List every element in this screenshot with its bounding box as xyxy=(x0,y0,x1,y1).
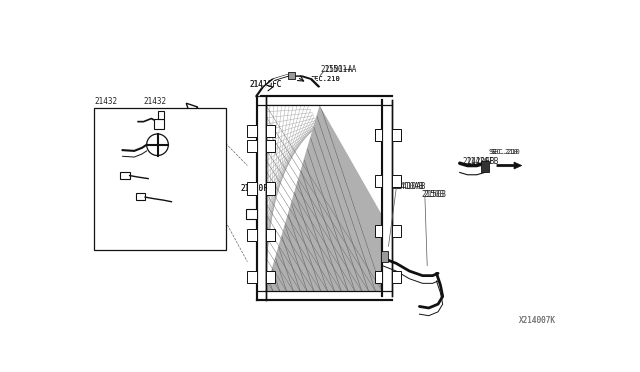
Polygon shape xyxy=(320,106,382,214)
Text: 21503: 21503 xyxy=(421,189,444,199)
Text: X214007K: X214007K xyxy=(519,316,556,325)
Bar xyxy=(266,125,275,137)
Text: 21420FB: 21420FB xyxy=(463,157,495,166)
Text: 21410AA: 21410AA xyxy=(109,211,140,217)
Text: SEC.210: SEC.210 xyxy=(311,76,340,81)
Circle shape xyxy=(147,134,168,155)
Bar xyxy=(374,225,382,237)
Bar xyxy=(374,175,382,187)
Bar xyxy=(481,161,489,172)
FancyArrow shape xyxy=(497,162,522,169)
Text: SEC.210: SEC.210 xyxy=(311,76,340,81)
Bar xyxy=(136,193,145,200)
Text: 21420G: 21420G xyxy=(100,119,125,125)
Bar xyxy=(248,183,257,195)
Bar xyxy=(154,119,164,129)
Text: 21410FB: 21410FB xyxy=(100,197,130,203)
Text: FRONT: FRONT xyxy=(198,125,221,134)
Bar xyxy=(266,140,275,153)
Text: 21420G: 21420G xyxy=(99,119,124,125)
Bar xyxy=(266,183,275,195)
Text: 21410FB: 21410FB xyxy=(99,197,129,203)
Bar xyxy=(248,271,257,283)
Bar xyxy=(248,140,257,153)
Text: 21501+A: 21501+A xyxy=(320,65,353,74)
Bar xyxy=(120,172,130,179)
Text: 21501: 21501 xyxy=(102,145,123,151)
Text: 21432: 21432 xyxy=(143,97,167,106)
Polygon shape xyxy=(308,106,382,245)
FancyArrow shape xyxy=(186,103,209,126)
Bar xyxy=(266,229,275,241)
Text: 21410AB: 21410AB xyxy=(394,182,426,191)
Text: 21420FA: 21420FA xyxy=(241,184,273,193)
Bar xyxy=(392,225,401,237)
Bar xyxy=(374,129,382,141)
Text: 21410FC: 21410FC xyxy=(249,80,282,89)
Text: SEC.210: SEC.210 xyxy=(491,150,520,155)
Bar xyxy=(288,73,296,78)
Bar xyxy=(392,175,401,187)
Text: 21410AA: 21410AA xyxy=(111,211,141,217)
Text: 21410AB: 21410AB xyxy=(392,182,424,191)
Bar xyxy=(94,108,226,250)
Bar xyxy=(246,209,257,219)
Text: 21501+A: 21501+A xyxy=(325,65,357,74)
Text: 21420FB: 21420FB xyxy=(466,157,499,166)
Bar xyxy=(374,129,382,141)
Bar xyxy=(392,271,401,283)
Bar xyxy=(392,129,401,141)
Bar xyxy=(392,129,401,141)
Bar xyxy=(248,125,257,137)
Bar xyxy=(374,271,382,283)
Text: 21432: 21432 xyxy=(94,97,117,106)
Text: 21503: 21503 xyxy=(423,189,447,199)
Text: 21420FA: 21420FA xyxy=(241,184,273,193)
Bar xyxy=(157,111,164,119)
Text: 21410FC: 21410FC xyxy=(249,80,282,89)
Text: X214007K: X214007K xyxy=(519,316,556,325)
Text: 21501: 21501 xyxy=(105,145,126,151)
Polygon shape xyxy=(266,106,382,291)
Bar xyxy=(381,251,388,262)
Bar xyxy=(266,271,275,283)
Text: FRONT: FRONT xyxy=(198,125,221,134)
Bar xyxy=(248,229,257,241)
Text: SEC.210: SEC.210 xyxy=(488,150,518,155)
